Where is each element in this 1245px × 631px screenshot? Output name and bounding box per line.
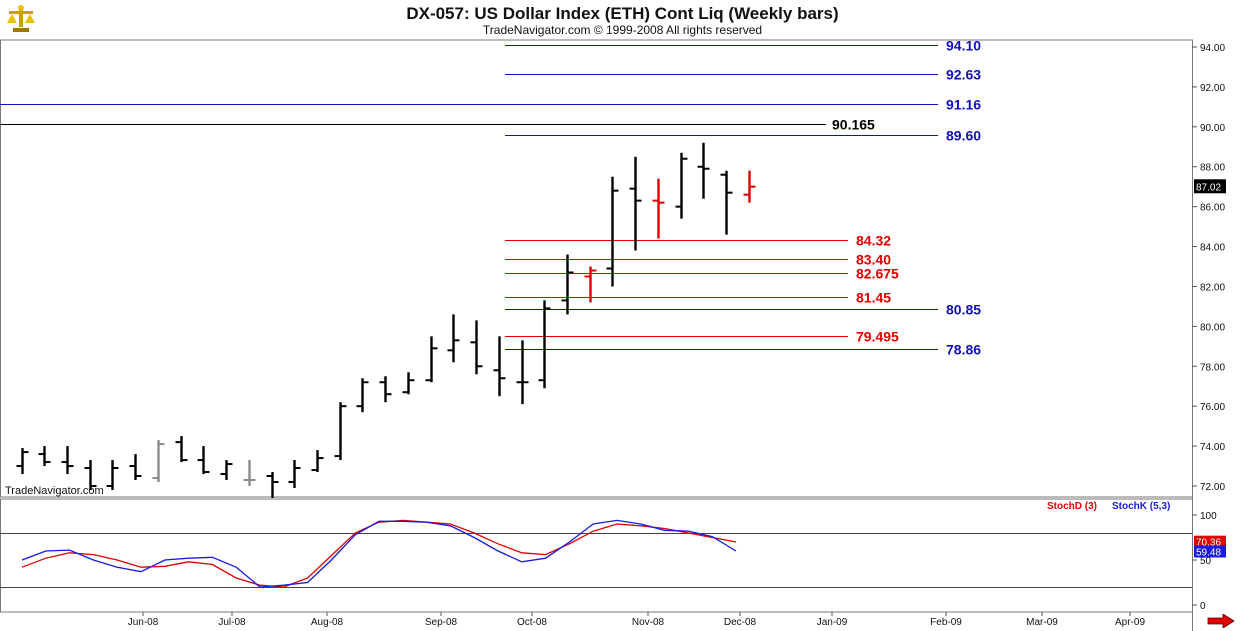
level-label: 83.40	[856, 252, 891, 268]
legend-stochk: StochK (5,3)	[1112, 501, 1170, 512]
stoch-tick-label: 50	[1200, 556, 1212, 567]
chart-subtitle: TradeNavigator.com © 1999-2008 All right…	[482, 23, 763, 37]
stoch-last-box	[1194, 535, 1226, 548]
stoch-last-label: 70.36	[1196, 538, 1221, 549]
x-tick-label: Aug-08	[311, 617, 344, 628]
level-label: 94.10	[946, 38, 981, 54]
stochk-line	[21, 519, 737, 588]
price-tick-label: 78.00	[1200, 362, 1225, 373]
price-tick-label: 76.00	[1200, 402, 1225, 413]
x-tick-label: Nov-08	[632, 617, 665, 628]
stoch-last-label: 59.48	[1196, 547, 1221, 558]
price-tick-label: 92.00	[1200, 83, 1225, 94]
stoch-tick-label: 0	[1200, 601, 1206, 612]
watermark: TradeNavigator.com	[5, 485, 104, 497]
level-label: 82.675	[856, 266, 899, 282]
price-tick-label: 94.00	[1200, 43, 1225, 54]
level-label: 84.32	[856, 233, 891, 249]
x-tick-label: Feb-09	[930, 617, 962, 628]
level-label: 80.85	[946, 302, 981, 318]
level-label: 78.86	[946, 342, 981, 358]
stochd-line	[21, 519, 737, 588]
price-tick-label: 74.00	[1200, 442, 1225, 453]
last-price-label: 87.02	[1196, 182, 1221, 193]
legend-stochd: StochD (3)	[1047, 501, 1097, 512]
x-tick-label: Mar-09	[1026, 617, 1058, 628]
level-label: 81.45	[856, 290, 891, 306]
price-tick-label: 84.00	[1200, 243, 1225, 254]
level-label: 91.16	[946, 97, 981, 113]
price-tick-label: 80.00	[1200, 322, 1225, 333]
x-tick-label: Oct-08	[517, 617, 547, 628]
stoch-last-box	[1194, 545, 1226, 558]
scales-logo-icon	[7, 5, 35, 32]
price-tick-label: 88.00	[1200, 163, 1225, 174]
x-tick-label: Jan-09	[817, 617, 848, 628]
price-panel: 94.00 92.00 90.00 88.00 86.00 84.00 82.00 80.00…	[0, 38, 1226, 631]
price-tick-label: 86.00	[1200, 203, 1225, 214]
right-arrow-icon[interactable]	[1207, 614, 1235, 628]
level-label: 79.495	[856, 329, 899, 345]
price-tick-label: 90.00	[1200, 123, 1225, 134]
x-tick-label: Apr-09	[1115, 617, 1145, 628]
price-tick-label: 82.00	[1200, 282, 1225, 293]
level-label: 89.60	[946, 128, 981, 144]
stoch-tick-label: 100	[1200, 511, 1217, 522]
x-tick-label: Jun-08	[128, 617, 159, 628]
last-price-box	[1194, 179, 1226, 194]
x-tick-label: Sep-08	[425, 617, 458, 628]
level-label: 90.165	[832, 117, 875, 133]
level-label: 92.63	[946, 67, 981, 83]
price-plot-frame	[0, 39, 1193, 498]
x-tick-label: Jul-08	[218, 617, 246, 628]
price-tick-label: 72.00	[1200, 482, 1225, 493]
x-tick-label: Dec-08	[724, 617, 757, 628]
chart-title: DX-057: US Dollar Index (ETH) Cont Liq (…	[406, 4, 839, 23]
stoch-plot-frame	[0, 498, 1193, 613]
